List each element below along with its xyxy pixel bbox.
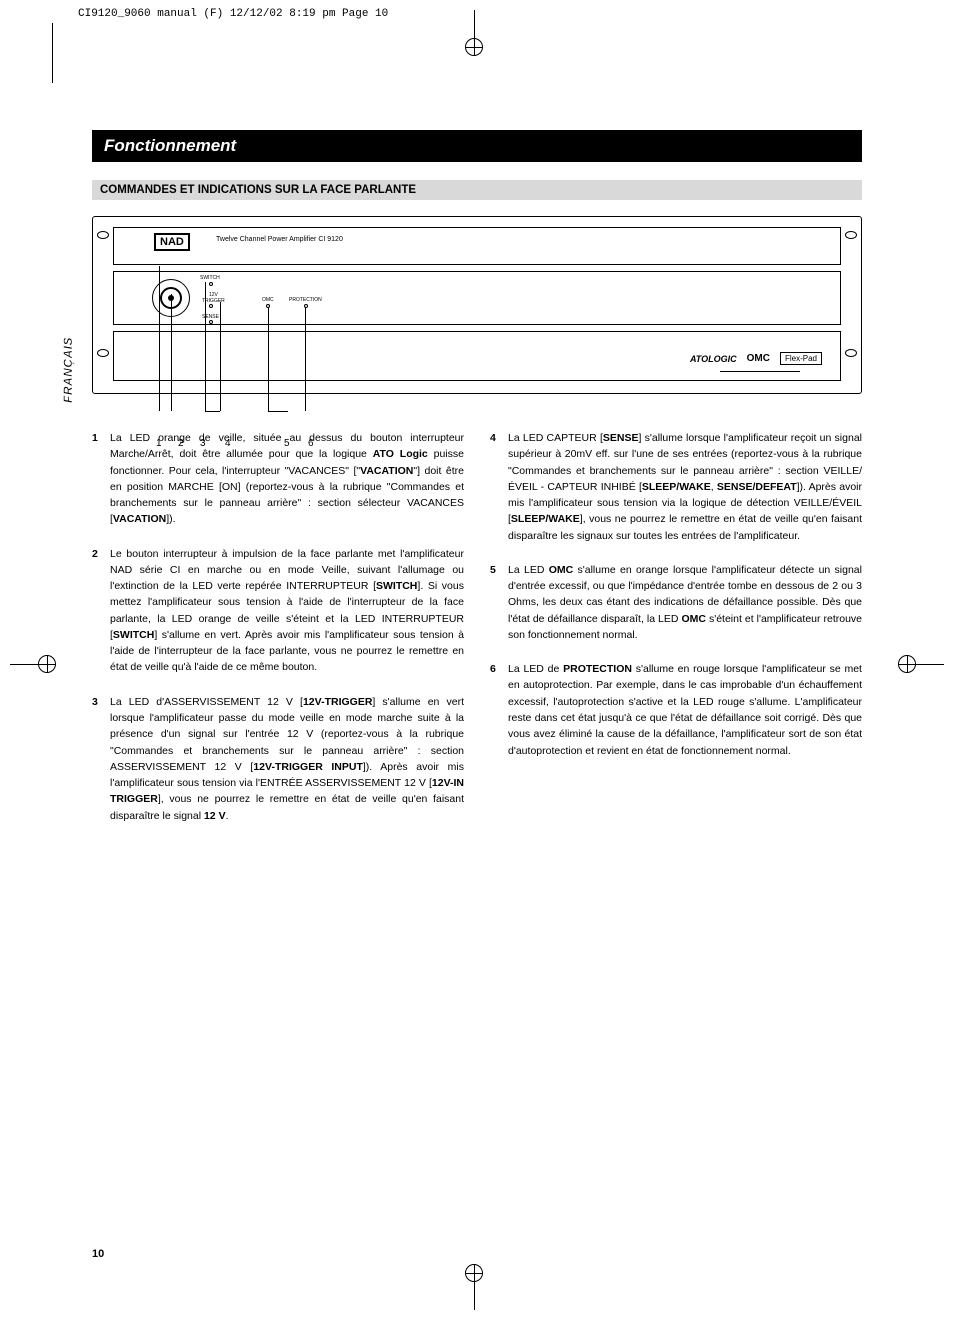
label-protection-small: PROTECTION [289,297,322,303]
callout-line [220,324,221,325]
decor-line [720,371,800,372]
numbered-item: 1La LED orange de veille, située au dess… [92,430,464,528]
callout-line [205,411,220,412]
crop-mark-right [898,655,944,673]
numbered-item: 5La LED OMC s'allume en orange lorsque l… [490,562,862,643]
screw-icon [97,231,109,239]
item-text: La LED OMC s'allume en orange lorsque l'… [508,562,862,643]
page-content: Fonctionnement COMMANDES ET INDICATIONS … [92,80,862,842]
label-switch: SWITCH [200,275,220,281]
numbered-item: 2Le bouton interrupteur à impulsion de l… [92,546,464,676]
callout-line [268,411,288,412]
panel-model-text: Twelve Channel Power Amplifier CI 9120 [216,236,343,243]
callout-3: 3 [200,438,206,449]
right-column: 4La LED CAPTEUR [SENSE] s'allume lorsque… [490,430,862,842]
crop-mark-left [10,655,56,673]
numbered-item: 6La LED de PROTECTION s'allume en rouge … [490,661,862,759]
item-text: La LED CAPTEUR [SENSE] s'allume lorsque … [508,430,862,544]
language-tab-text: FRANÇAIS [61,337,75,403]
callout-6: 6 [308,438,314,449]
section-title-bar: Fonctionnement [92,130,862,162]
item-text: La LED d'ASSERVISSEMENT 12 V [12V-TRIGGE… [110,694,464,824]
panel-strip-top: NAD Twelve Channel Power Amplifier CI 91… [113,227,841,265]
screw-icon [97,349,109,357]
page-number: 10 [92,1248,104,1260]
callout-1: 1 [156,438,162,449]
callout-line [220,302,221,411]
numbered-item: 3La LED d'ASSERVISSEMENT 12 V [12V-TRIGG… [92,694,464,824]
led-dot [209,282,213,286]
callout-4: 4 [225,438,231,449]
callout-line [268,308,269,411]
label-omc-small: OMC [262,297,274,303]
item-number: 4 [490,430,508,544]
corner-crop-line [52,23,53,83]
nad-logo: NAD [154,233,190,251]
callout-line [305,308,306,411]
language-tab: FRANÇAIS [58,325,78,415]
led-dot [209,320,213,324]
ato-logic-badge: ATOLOGIC [690,354,737,364]
item-text: La LED de PROTECTION s'allume en rouge l… [508,661,862,759]
print-header: CI9120_9060 manual (F) 12/12/02 8:19 pm … [78,8,388,20]
item-number: 1 [92,430,110,528]
callout-line [205,282,206,411]
item-text: Le bouton interrupteur à impulsion de la… [110,546,464,676]
callout-line [171,294,172,411]
item-number: 6 [490,661,508,759]
callout-line [159,266,160,411]
led-dot [209,304,213,308]
flexpad-badge: Flex-Pad [780,352,822,365]
panel-strip-bottom: ATOLOGIC OMC Flex-Pad [113,331,841,381]
crop-mark-top [465,10,483,56]
left-column: 1La LED orange de veille, située au dess… [92,430,464,842]
screw-icon [845,349,857,357]
front-panel-diagram: NAD Twelve Channel Power Amplifier CI 91… [92,216,862,416]
screw-icon [845,231,857,239]
item-number: 2 [92,546,110,676]
crop-mark-bottom [465,1264,483,1310]
omc-badge: OMC [747,353,770,364]
callout-5: 5 [284,438,290,449]
text-columns: 1La LED orange de veille, située au dess… [92,430,862,842]
subsection-title-bar: COMMANDES ET INDICATIONS SUR LA FACE PAR… [92,180,862,200]
item-number: 5 [490,562,508,643]
callout-2: 2 [178,438,184,449]
item-number: 3 [92,694,110,824]
numbered-item: 4La LED CAPTEUR [SENSE] s'allume lorsque… [490,430,862,544]
panel-strip-middle: SWITCH 12V TRIGGER SENSE OMC PROTECTION [113,271,841,325]
